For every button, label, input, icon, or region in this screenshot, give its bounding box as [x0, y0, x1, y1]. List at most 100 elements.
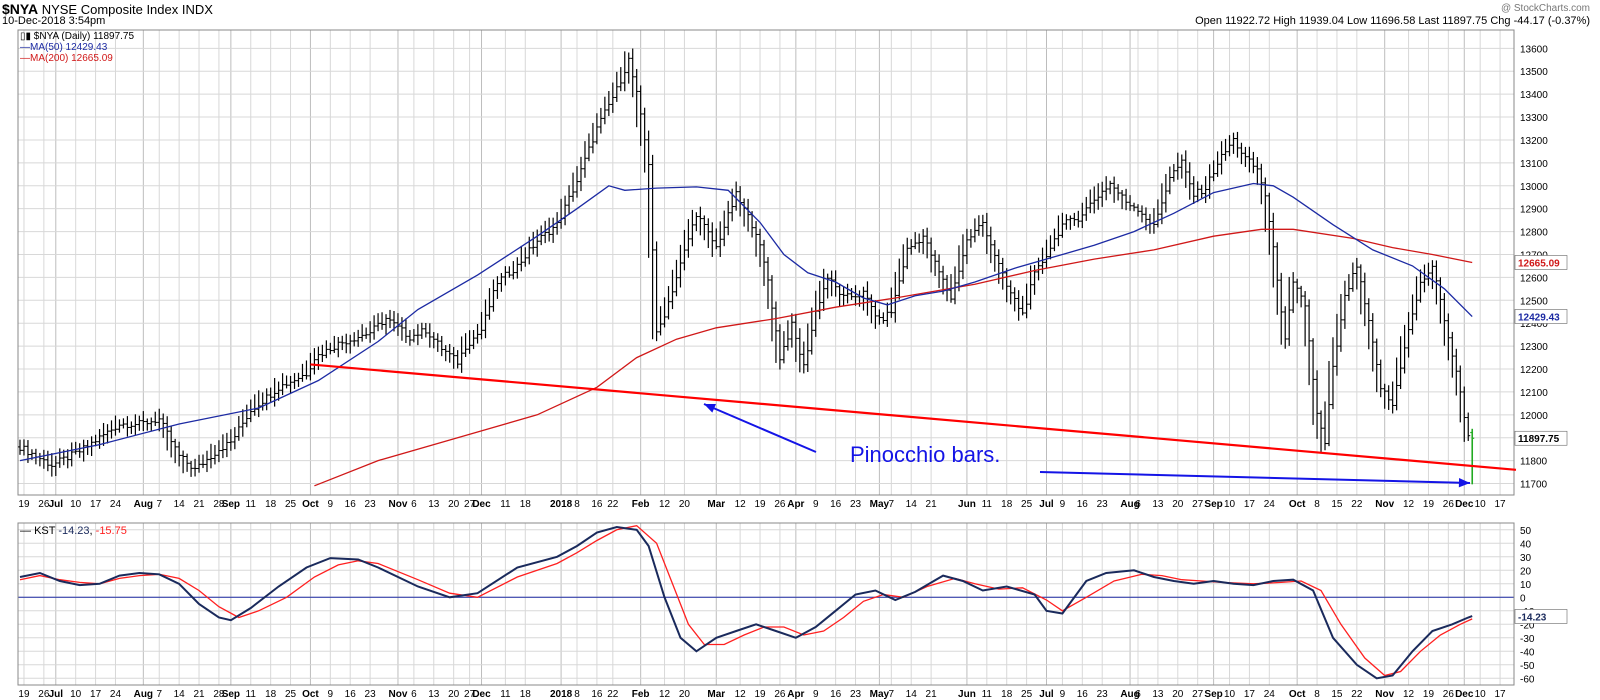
kst-x-tick-label: 10 — [70, 689, 82, 700]
kst-x-tick-label: 6 — [411, 689, 417, 700]
x-tick-label: 6 — [411, 499, 417, 510]
kst-y-tick-label: -40 — [1520, 647, 1535, 658]
kst-x-tick-label: 12 — [659, 689, 671, 700]
x-tick-label: 10 — [70, 499, 82, 510]
kst-x-tick-label: Aug — [134, 689, 153, 700]
x-tick-label: Dec — [472, 499, 491, 510]
kst-y-tick-label: 50 — [1520, 526, 1532, 537]
kst-x-tick-label: 17 — [1495, 689, 1507, 700]
kst-x-tick-label: 16 — [591, 689, 603, 700]
kst-y-tick-label: -50 — [1520, 661, 1535, 672]
y-tick-label: 13600 — [1520, 44, 1548, 55]
kst-panel-frame — [17, 522, 1515, 686]
kst-x-tick-label: 19 — [1423, 689, 1435, 700]
x-tick-label: Oct — [1289, 499, 1306, 510]
x-tick-label: 16 — [1077, 499, 1089, 510]
kst-x-tick-label: 23 — [1097, 689, 1109, 700]
x-tick-label: 26 — [38, 499, 50, 510]
kst-x-tick-label: 14 — [174, 689, 186, 700]
kst-signal-value: -15.75 — [95, 525, 127, 537]
x-tick-label: Aug — [1120, 499, 1139, 510]
x-tick-label: Apr — [787, 499, 804, 510]
kst-x-tick-label: 11 — [246, 689, 257, 700]
x-tick-label: 17 — [1244, 499, 1256, 510]
last-price-tag: 11897.75 — [1518, 434, 1560, 445]
kst-label: KST — [34, 525, 56, 537]
x-tick-label: 21 — [193, 499, 205, 510]
legend-ma200: —MA(200) 12665.09 — [20, 53, 113, 64]
y-tick-label: 13200 — [1520, 136, 1548, 147]
kst-x-tick-label: 12 — [735, 689, 747, 700]
price-grid — [18, 30, 1514, 495]
kst-x-tick-label: Oct — [1289, 689, 1306, 700]
x-tick-label: 9 — [1060, 499, 1066, 510]
x-tick-label: 20 — [1172, 499, 1184, 510]
kst-x-tick-label: Nov — [389, 689, 408, 700]
x-tick-label: 25 — [1021, 499, 1033, 510]
x-tick-label: 9 — [328, 499, 334, 510]
y-tick-label: 12800 — [1520, 228, 1548, 239]
kst-x-tick-label: 16 — [1077, 689, 1089, 700]
x-tick-label: 9 — [813, 499, 819, 510]
y-tick-label: 13500 — [1520, 67, 1548, 78]
copyright: @ StockCharts.com — [1500, 3, 1590, 14]
arrow-head-icon — [1458, 478, 1470, 488]
kst-value-tag-box — [1514, 609, 1568, 624]
chart-datetime: 10-Dec-2018 3:54pm — [2, 15, 106, 27]
kst-x-tick-label: 17 — [1244, 689, 1256, 700]
kst-value: -14.23 — [58, 525, 90, 537]
kst-x-tick-label: Sep — [1204, 689, 1222, 700]
x-tick-label: 20 — [679, 499, 691, 510]
last-price-tag-box — [1514, 430, 1568, 446]
kst-x-tick-label: 23 — [365, 689, 377, 700]
kst-x-tick-label: 22 — [1351, 689, 1363, 700]
ma200-price-tag: 12665.09 — [1518, 258, 1560, 269]
x-tick-label: 19 — [18, 499, 30, 510]
x-tick-label: Dec — [1455, 499, 1474, 510]
kst-x-tick-label: 18 — [265, 689, 277, 700]
legend-price-label: $NYA (Daily) 11897.75 — [33, 31, 135, 42]
y-tick-label: 12900 — [1520, 205, 1548, 216]
kst-x-tick-label: 26 — [1443, 689, 1455, 700]
kst-value-tag: -14.23 — [1518, 612, 1547, 623]
kst-y-tick-label: 40 — [1520, 539, 1532, 550]
kst-x-tick-label: 21 — [926, 689, 938, 700]
x-tick-label: 21 — [926, 499, 938, 510]
x-tick-label: 20 — [448, 499, 460, 510]
kst-x-tick-label: 2018 — [550, 689, 573, 700]
x-tick-label: 14 — [174, 499, 186, 510]
x-tick-label: 10 — [1224, 499, 1236, 510]
kst-x-tick-label: Oct — [302, 689, 319, 700]
bar-chart-icon: ▯▮ — [20, 31, 32, 42]
x-tick-label: Aug — [134, 499, 153, 510]
y-tick-label: 12300 — [1520, 342, 1548, 353]
x-tick-label: 12 — [1403, 499, 1415, 510]
kst-x-tick-label: 7 — [889, 689, 895, 700]
kst-y-tick-label: 10 — [1520, 580, 1532, 591]
x-tick-label: 7 — [156, 499, 162, 510]
kst-x-tick-label: 18 — [1001, 689, 1013, 700]
kst-x-tick-label: 13 — [1152, 689, 1164, 700]
kst-x-tick-label: 25 — [285, 689, 297, 700]
y-tick-label: 12600 — [1520, 273, 1548, 284]
kst-x-tick-label: 18 — [520, 689, 532, 700]
x-tick-label: 11 — [500, 499, 511, 510]
x-tick-label: 19 — [1423, 499, 1435, 510]
kst-x-tick-label: Jun — [958, 689, 976, 700]
x-tick-label: 12 — [735, 499, 747, 510]
y-tick-label: 12400 — [1520, 319, 1548, 330]
arrow-shaft — [703, 403, 817, 453]
kst-x-tick-label: 15 — [1331, 689, 1343, 700]
kst-x-tick-label: Sep — [222, 689, 240, 700]
legend-price: ▯▮ $NYA (Daily) 11897.75 — [20, 31, 134, 42]
x-tick-label: Nov — [389, 499, 408, 510]
kst-y-tick-label: -30 — [1520, 634, 1535, 645]
kst-swatch-icon: — — [20, 525, 31, 537]
x-tick-label: 22 — [607, 499, 619, 510]
kst-grid — [18, 523, 1514, 685]
x-tick-label: 13 — [428, 499, 440, 510]
x-tick-label: 10 — [1475, 499, 1487, 510]
price-panel-frame — [17, 29, 1515, 496]
